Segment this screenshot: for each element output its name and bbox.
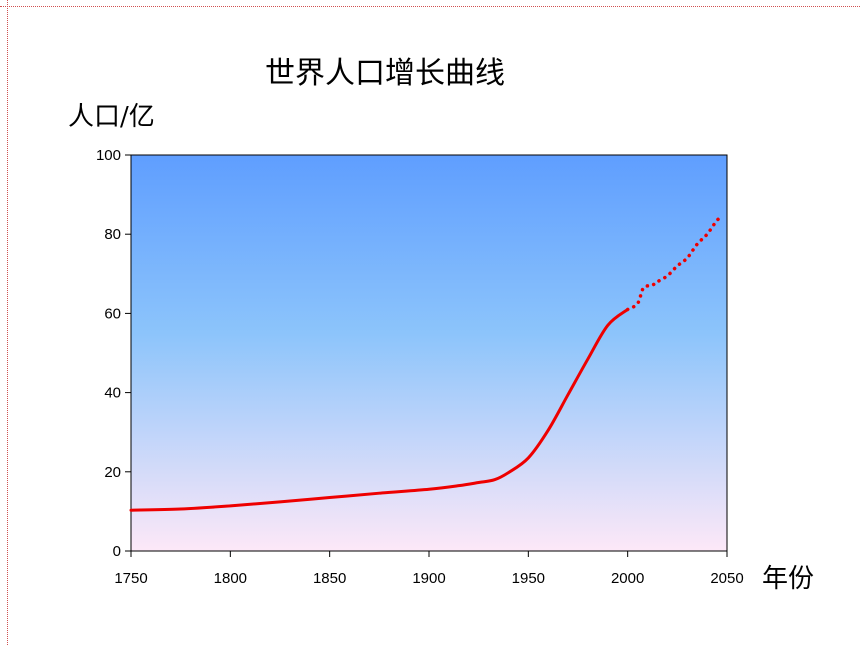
- slide-border-left: [7, 0, 8, 645]
- x-tick-label: 1850: [313, 570, 346, 587]
- y-axis-label: 人口/亿: [68, 102, 155, 132]
- population-line: [129, 307, 630, 512]
- x-tick-label: 2050: [710, 570, 743, 587]
- projection-line: [625, 214, 725, 312]
- x-tick-label: 1800: [214, 570, 247, 587]
- chart-title: 世界人口增长曲线: [265, 56, 505, 91]
- y-tick-label: 40: [104, 385, 121, 402]
- y-tick-label: 60: [104, 305, 121, 322]
- x-tick-label: 1900: [412, 570, 445, 587]
- x-tick-label: 1750: [114, 570, 147, 587]
- slide-border-top: [0, 6, 860, 7]
- y-tick-label: 100: [96, 147, 121, 164]
- plot-area: [130, 154, 728, 552]
- x-axis-label: 年份: [762, 564, 815, 594]
- y-tick-label: 0: [113, 543, 121, 560]
- x-tick-label: 2000: [611, 570, 644, 587]
- y-tick-label: 80: [104, 226, 121, 243]
- y-tick-label: 20: [104, 464, 121, 481]
- x-tick-label: 1950: [512, 570, 545, 587]
